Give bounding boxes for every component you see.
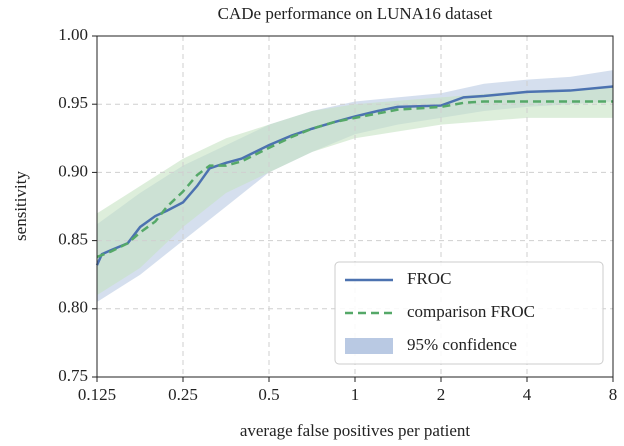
legend-label: FROC <box>407 269 451 288</box>
series-line <box>96 100 613 259</box>
confidence-band <box>97 87 613 296</box>
y-tick-label: 0.85 <box>58 230 88 249</box>
y-tick-label: 0.95 <box>58 93 88 112</box>
x-tick-label: 8 <box>609 385 618 404</box>
x-tick-label: 1 <box>351 385 360 404</box>
y-axis-label: sensitivity <box>11 171 30 241</box>
x-tick-label: 0.125 <box>78 385 116 404</box>
lines <box>95 85 614 266</box>
x-tick-label: 0.25 <box>168 385 198 404</box>
legend-swatch <box>345 338 393 354</box>
legend-box <box>334 261 604 365</box>
y-tick-label: 0.90 <box>58 161 88 180</box>
x-tick-label: 2 <box>437 385 446 404</box>
legend: FROC comparison FROC 95% confidence <box>334 261 604 365</box>
x-tick-label: 4 <box>523 385 532 404</box>
y-tick-label: 1.00 <box>58 25 88 44</box>
y-tick-label: 0.80 <box>58 298 88 317</box>
plot-frame <box>96 35 614 378</box>
legend-label: 95% confidence <box>407 335 517 354</box>
y-tick-label: 0.75 <box>58 366 88 385</box>
x-tick-label: 0.5 <box>258 385 279 404</box>
x-axis-label: average false positives per patient <box>240 421 471 440</box>
legend-label: comparison FROC <box>407 302 535 321</box>
series-line <box>95 85 614 266</box>
chart-title: CADe performance on LUNA16 dataset <box>218 4 493 23</box>
